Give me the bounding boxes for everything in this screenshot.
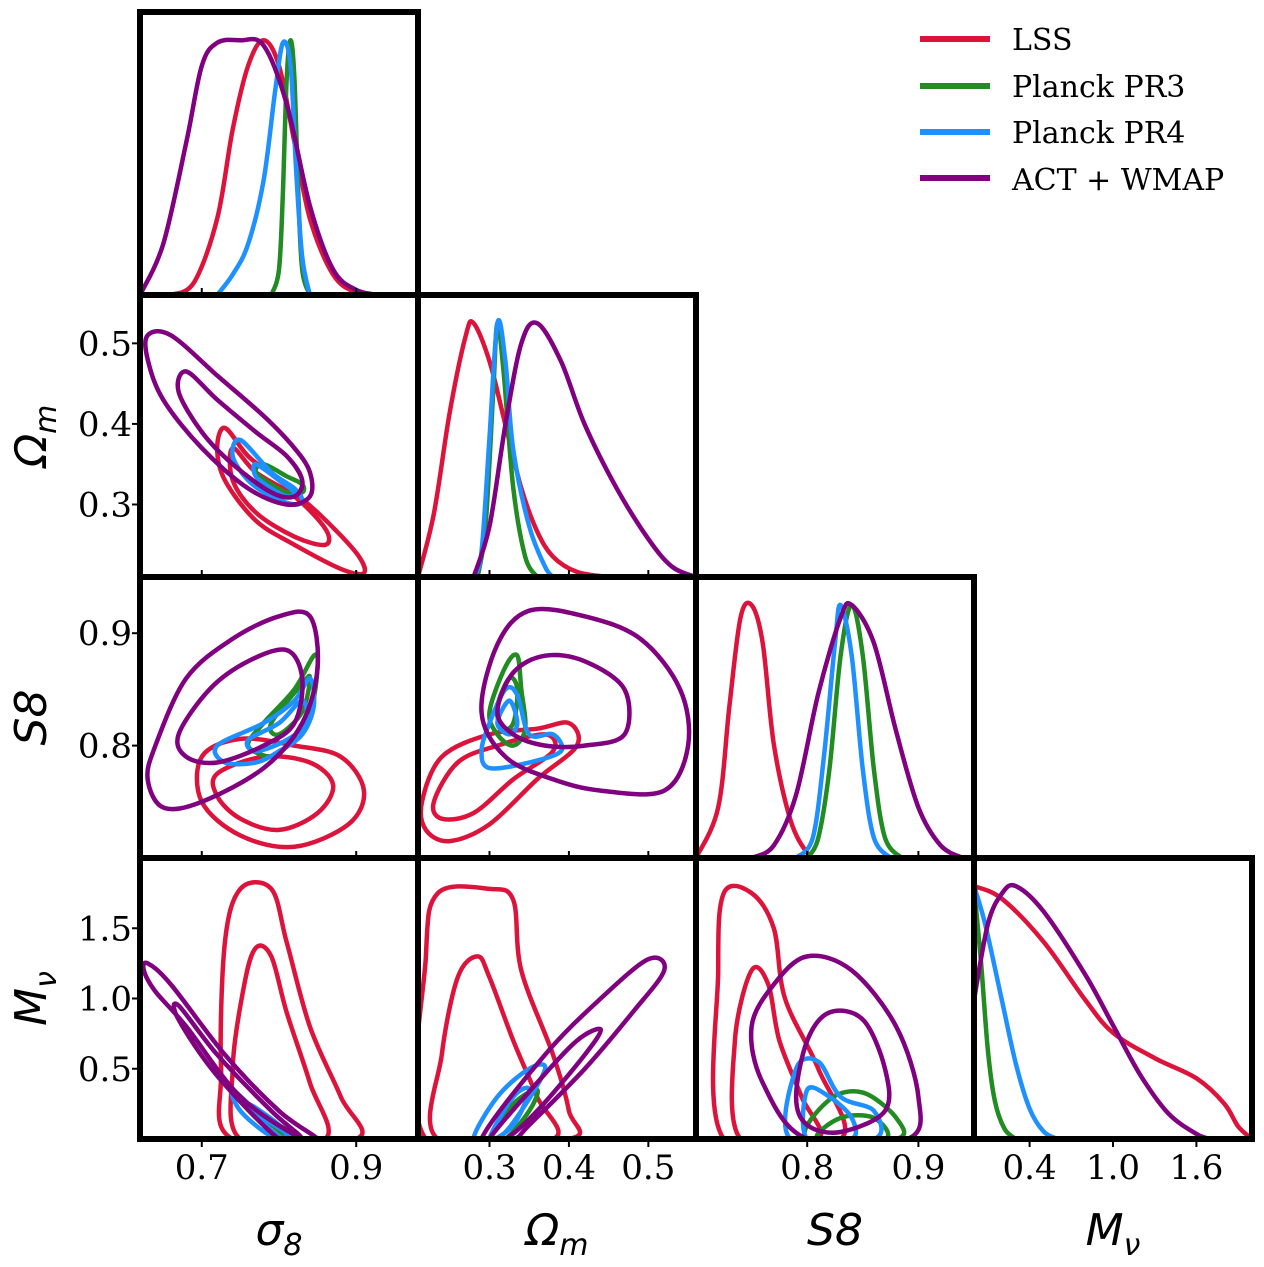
contour-s8-m-nu-planck-pr4-outer <box>782 1056 884 1139</box>
panel-sigma8-vs-omega-m <box>137 292 421 580</box>
contour-s8-m-nu-act-wmap-inner <box>793 1008 892 1135</box>
marginal-curve-sigma8-lss <box>168 38 382 295</box>
contour-sigma8-omega-m-act-wmap-outer <box>143 329 315 507</box>
y-tick-label-m-nu: 1.5 <box>78 909 132 949</box>
contour-omega-m-s8-act-wmap-outer <box>479 606 692 797</box>
panel-omega-m-vs-m-nu-curves <box>418 884 667 1139</box>
contour-sigma8-s8-lss-outer <box>194 736 367 850</box>
panel-sigma8-vs-s8 <box>137 574 421 861</box>
y-tick-label-s8: 0.9 <box>78 614 132 654</box>
contour-omega-m-m-nu-planck-pr4-outer <box>471 1062 548 1139</box>
x-tick-label-m-nu: 0.4 <box>1003 1148 1057 1188</box>
contour-sigma8-m-nu-lss-outer <box>216 879 365 1139</box>
panel-m-nu-curves <box>974 882 1252 1139</box>
contour-omega-m-s8-planck-pr4-outer <box>479 684 565 771</box>
panel-m-nu-frame <box>971 855 1255 1142</box>
marginal-curve-s8-act-wmap <box>749 600 966 858</box>
panel-omega-m-vs-s8-frame <box>415 574 699 861</box>
marginal-curve-m-nu-planck-pr4 <box>974 883 1060 1139</box>
contour-sigma8-s8-planck-pr3-inner <box>267 673 313 738</box>
contour-omega-m-m-nu-lss-outer <box>418 884 583 1139</box>
panel-omega-m-vs-s8 <box>415 574 699 861</box>
panel-omega-m <box>415 292 699 580</box>
panel-sigma8-curves <box>140 36 382 295</box>
y-tick-label-s8: 0.8 <box>78 727 132 767</box>
panel-sigma8-vs-m-nu-curves <box>141 879 365 1139</box>
contour-omega-m-s8-planck-pr4-inner <box>495 698 520 737</box>
panel-s8 <box>693 574 977 861</box>
x-axis-label-m-nu: Mν <box>1086 1205 1141 1263</box>
marginal-curve-m-nu-act-wmap <box>974 882 1213 1139</box>
marginal-curve-s8-lss <box>696 600 821 858</box>
x-axis-label-omega-m: Ωm <box>524 1205 589 1263</box>
contour-sigma8-omega-m-lss-outer <box>214 425 368 577</box>
marginal-curve-m-nu-lss <box>974 883 1252 1139</box>
y-tick-label-m-nu: 1.0 <box>78 980 132 1020</box>
panel-s8-vs-m-nu <box>693 855 977 1142</box>
contour-sigma8-m-nu-act-wmap-inner <box>171 1001 305 1139</box>
y-axis-label-m-nu: Mν <box>6 971 64 1026</box>
panel-s8-vs-m-nu-curves <box>710 883 923 1139</box>
y-axis-label-omega-m: Ωm <box>6 405 64 470</box>
x-tick-label-sigma8: 0.7 <box>175 1148 229 1188</box>
legend: LSS Planck PR3 Planck PR4 ACT + WMAP <box>920 23 1224 198</box>
contour-sigma8-s8-planck-pr4-outer <box>212 675 317 767</box>
contour-s8-m-nu-lss-outer <box>710 883 848 1139</box>
x-tick-label-m-nu: 1.6 <box>1169 1148 1223 1188</box>
x-axis-label-s8: S8 <box>807 1205 863 1256</box>
legend-label-act-wmap: ACT + WMAP <box>1011 163 1224 198</box>
panel-omega-m-frame <box>415 292 699 580</box>
panel-omega-m-vs-m-nu <box>415 855 699 1142</box>
y-tick-label-omega-m: 0.5 <box>78 324 132 364</box>
contour-omega-m-m-nu-planck-pr3-outer <box>487 1087 541 1139</box>
legend-label-lss: LSS <box>1012 23 1073 58</box>
marginal-curve-omega-m-planck-pr4 <box>471 318 556 577</box>
y-tick-label-omega-m: 0.3 <box>78 485 132 525</box>
marginal-curve-s8-planck-pr3 <box>804 602 904 858</box>
x-axis-label-sigma8: σ8 <box>256 1205 303 1263</box>
contour-omega-m-s8-act-wmap-inner <box>495 652 632 750</box>
contour-omega-m-s8-planck-pr3-outer <box>487 652 528 748</box>
panel-sigma8-vs-s8-curves <box>145 609 367 850</box>
contour-sigma8-s8-act-wmap-inner <box>175 647 305 766</box>
contour-s8-m-nu-act-wmap-outer <box>748 953 923 1139</box>
panel-omega-m-curves <box>418 318 696 577</box>
panel-omega-m-vs-s8-curves <box>418 606 692 844</box>
panel-sigma8-vs-m-nu <box>137 855 421 1142</box>
marginal-curve-s8-planck-pr4 <box>793 602 893 858</box>
panels-layer: 0.3 0.4 0.5 0.8 0.9 0.5 1.0 1.5 0.7 0.9 0.3 0.4 0.5 0… <box>6 9 1255 1263</box>
x-tick-label-omega-m: 0.5 <box>621 1148 675 1188</box>
contour-sigma8-s8-act-wmap-outer <box>145 609 321 812</box>
marginal-curve-m-nu-planck-pr3 <box>974 883 1018 1139</box>
contour-omega-m-m-nu-act-wmap-outer <box>479 955 667 1139</box>
y-tick-label-m-nu: 0.5 <box>78 1050 132 1090</box>
x-tick-label-sigma8: 0.9 <box>329 1148 383 1188</box>
contour-s8-m-nu-planck-pr4-inner <box>800 1085 859 1139</box>
x-tick-label-s8: 0.9 <box>891 1148 945 1188</box>
panel-sigma8 <box>137 9 421 298</box>
contour-sigma8-m-nu-lss-inner <box>228 943 331 1139</box>
marginal-curve-sigma8-planck-pr4 <box>214 39 313 295</box>
x-tick-label-m-nu: 1.0 <box>1086 1148 1140 1188</box>
y-tick-label-omega-m: 0.4 <box>78 405 132 445</box>
legend-label-planck-pr4: Planck PR4 <box>1012 116 1185 151</box>
legend-label-planck-pr3: Planck PR3 <box>1012 70 1185 105</box>
x-tick-label-omega-m: 0.3 <box>462 1148 516 1188</box>
panel-s8-curves <box>696 600 966 858</box>
x-tick-label-s8: 0.8 <box>780 1148 834 1188</box>
contour-omega-m-s8-lss-inner <box>430 732 558 822</box>
panel-sigma8-vs-omega-m-curves <box>143 329 368 577</box>
y-axis-label-s8: S8 <box>6 690 57 746</box>
marginal-curve-sigma8-act-wmap <box>140 36 382 295</box>
panel-sigma8-vs-s8-frame <box>137 574 421 861</box>
contour-sigma8-m-nu-act-wmap-outer <box>141 960 321 1139</box>
marginal-curve-omega-m-act-wmap <box>471 320 696 577</box>
panel-m-nu <box>971 855 1255 1142</box>
contour-sigma8-s8-lss-inner <box>210 754 336 833</box>
x-tick-label-omega-m: 0.4 <box>542 1148 596 1188</box>
contour-sigma8-omega-m-act-wmap-inner <box>175 369 305 500</box>
